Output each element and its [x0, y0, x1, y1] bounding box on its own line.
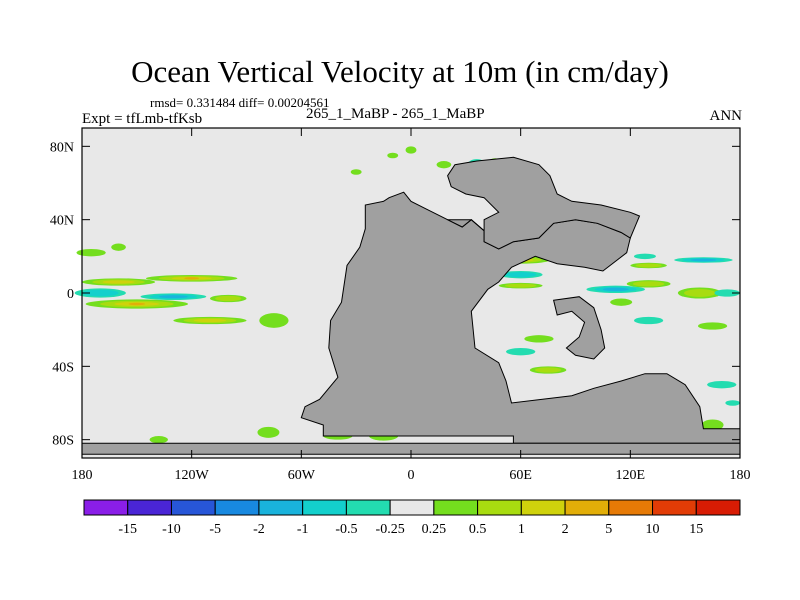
y-tick-label-2: 0 — [67, 287, 74, 302]
colorbar-box-1 — [127, 499, 172, 516]
stats-label: rmsd= 0.331484 diff= 0.00204561 — [150, 95, 330, 110]
anomaly-contour-39-1 — [534, 367, 562, 373]
colorbar-label-2: -5 — [209, 522, 221, 537]
x-tick-label-6: 180 — [730, 468, 751, 483]
colorbar-box-12 — [608, 499, 654, 516]
colorbar-box-2 — [170, 499, 216, 516]
x-tick-label-5: 120E — [616, 468, 646, 483]
anomaly-contour-16-0 — [387, 152, 399, 159]
colorbar-box-8 — [433, 499, 479, 516]
colorbar-box-6 — [345, 499, 391, 516]
y-tick-label-0: 80N — [50, 140, 74, 155]
colorbar-label-9: 1 — [518, 522, 525, 537]
anomaly-contour-30-1 — [683, 289, 716, 297]
colorbar-box-9 — [477, 499, 522, 516]
anomaly-contour-38-0 — [506, 348, 536, 356]
colorbar-label-8: 0.5 — [469, 522, 487, 537]
anomaly-contour-9-0 — [259, 313, 289, 328]
colorbar-box-3 — [214, 499, 260, 516]
colorbar-box-0 — [83, 499, 129, 516]
colorbar-label-12: 10 — [646, 522, 660, 537]
anomaly-contour-10-0 — [257, 426, 280, 438]
y-tick-label-4: 80S — [52, 434, 74, 449]
anomaly-contour-2-3 — [128, 302, 146, 306]
anomaly-contour-25-1 — [504, 283, 537, 288]
anomaly-contour-8-1 — [215, 295, 242, 302]
x-tick-label-1: 120W — [175, 468, 210, 483]
anomaly-contour-1-2 — [102, 280, 135, 284]
x-tick-label-0: 180 — [72, 468, 93, 483]
colorbar-label-10: 2 — [562, 522, 569, 537]
case-label: 265_1_MaBP - 265_1_MaBP — [306, 106, 485, 122]
colorbar-box-14 — [695, 499, 741, 516]
colorbar-label-1: -10 — [162, 522, 181, 537]
anomaly-contour-3-3 — [184, 277, 199, 280]
anomaly-contour-5-2 — [193, 318, 227, 323]
colorbar-label-6: -0.25 — [376, 522, 405, 537]
anomaly-contour-27-1 — [632, 281, 665, 287]
colorbar-label-5: -0.5 — [335, 522, 357, 537]
colorbar-label-0: -15 — [118, 522, 137, 537]
anomaly-contour-6-0 — [76, 249, 106, 257]
colorbar-box-10 — [520, 499, 566, 516]
season-label: ANN — [709, 108, 743, 124]
anomaly-contour-28-1 — [635, 263, 662, 268]
colorbar-label-13: 15 — [689, 522, 703, 537]
anomaly-contour-17-0 — [405, 146, 417, 154]
anomaly-contour-37-0 — [524, 335, 554, 343]
anomaly-contour-31-0 — [714, 289, 740, 297]
anomaly-contour-4-2 — [158, 295, 188, 299]
colorbar-label-4: -1 — [297, 522, 309, 537]
colorbar-label-7: 0.25 — [422, 522, 447, 537]
colorbar-box-5 — [302, 499, 347, 516]
land-island — [552, 296, 606, 360]
anomaly-contour-15-0 — [350, 169, 362, 175]
anomaly-contour-7-0 — [111, 243, 126, 251]
anomaly-contour-34-0 — [707, 381, 737, 389]
colorbar-label-3: -2 — [253, 522, 265, 537]
x-tick-label-2: 60W — [288, 468, 316, 483]
colorbar-label-11: 5 — [605, 522, 612, 537]
anomaly-contour-33-0 — [697, 322, 728, 330]
anomaly-contour-0-1 — [81, 289, 119, 297]
colorbar-box-7 — [389, 499, 435, 516]
anomaly-contour-11-0 — [149, 436, 168, 444]
anomaly-contour-36-0 — [725, 400, 740, 406]
x-tick-label-4: 60E — [509, 468, 532, 483]
y-tick-label-3: 40S — [52, 360, 74, 375]
anomaly-contour-26-2 — [602, 287, 629, 291]
anomaly-contour-41-0 — [610, 298, 633, 306]
y-tick-label-1: 40N — [50, 214, 74, 229]
chart-title: Ocean Vertical Velocity at 10m (in cm/da… — [131, 54, 669, 89]
anomaly-contour-35-0 — [701, 419, 724, 431]
experiment-label: Expt = tfLmb-tfKsb — [82, 111, 203, 127]
anomaly-contour-18-0 — [436, 161, 452, 169]
anomaly-contour-32-2 — [690, 258, 717, 262]
colorbar-box-4 — [258, 499, 304, 516]
anomaly-contour-29-0 — [633, 253, 656, 260]
anomaly-contour-40-0 — [633, 316, 664, 325]
colorbar-box-13 — [652, 499, 697, 516]
land-north-block — [447, 156, 641, 250]
x-tick-label-3: 0 — [408, 468, 415, 483]
colorbar-box-11 — [564, 499, 610, 516]
anomaly-contour-24-1 — [504, 272, 537, 278]
